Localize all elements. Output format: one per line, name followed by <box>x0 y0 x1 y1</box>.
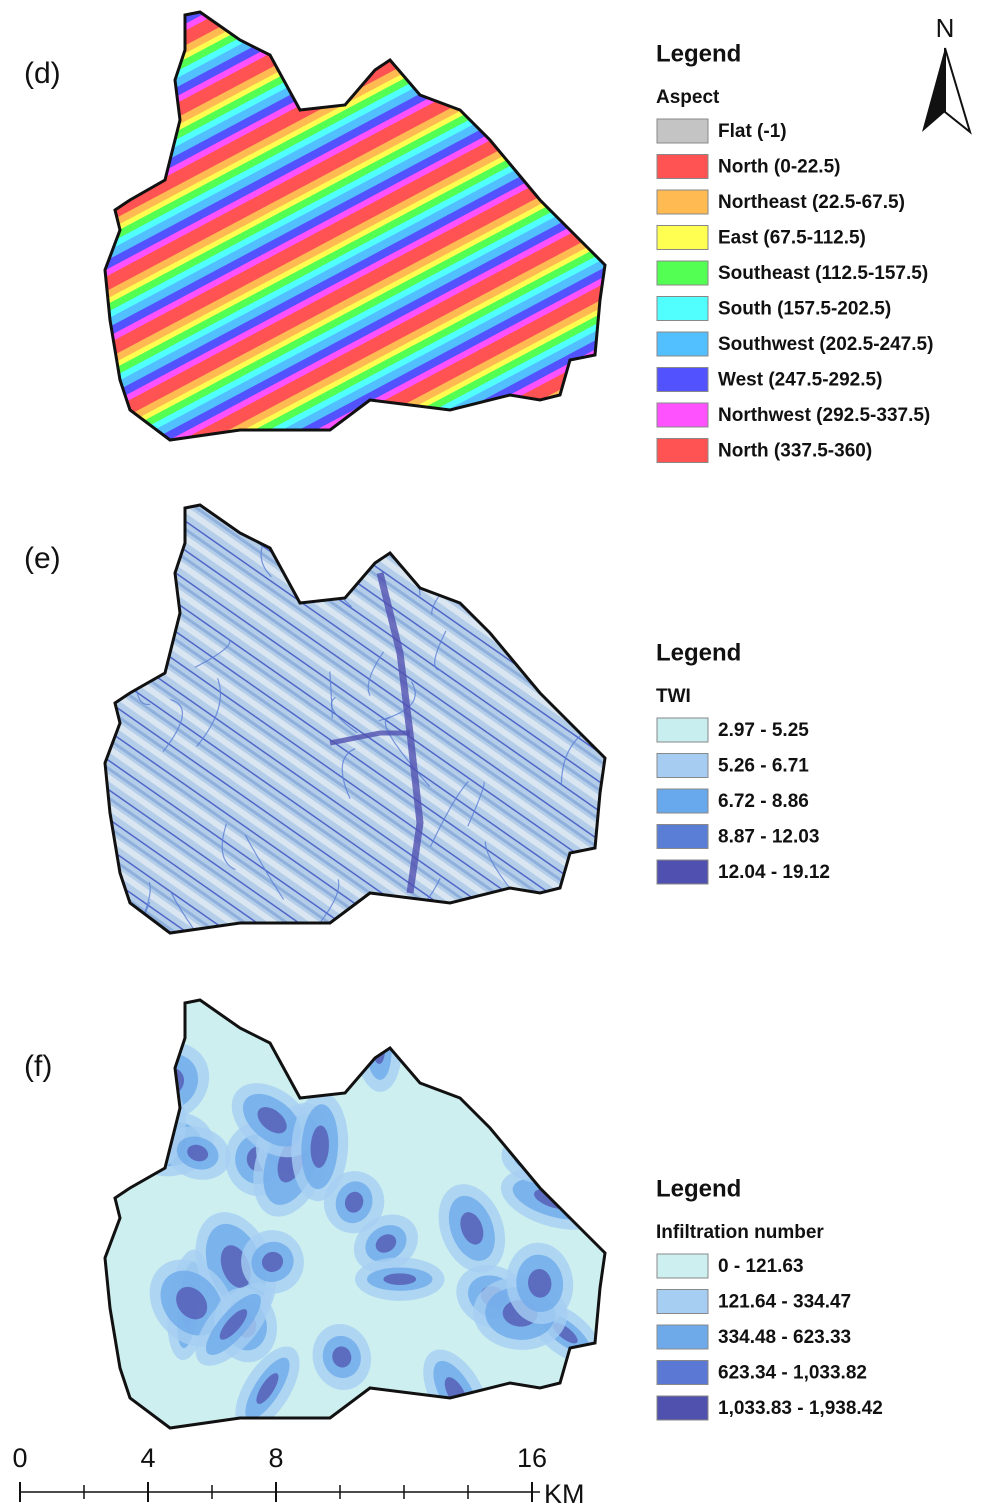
blob <box>417 990 494 1077</box>
legend-item: Northeast (22.5-67.5) <box>718 192 905 213</box>
scale-label: 4 <box>140 1443 155 1473</box>
blob <box>523 1079 541 1104</box>
blob <box>525 1150 552 1168</box>
stream <box>524 588 561 641</box>
legend-swatch <box>657 1290 708 1314</box>
north-arrow <box>922 48 970 132</box>
stream <box>504 897 516 960</box>
legend-title: Legend <box>656 1175 741 1202</box>
legend-item: North (0-22.5) <box>718 157 840 178</box>
legend-swatch <box>657 860 708 884</box>
map-panel <box>105 12 605 440</box>
legend-swatch <box>657 368 708 392</box>
stream <box>151 522 182 558</box>
blob <box>533 1039 594 1085</box>
legend-swatch <box>657 789 708 813</box>
legend-swatch <box>657 261 708 285</box>
legend-item: 2.97 - 5.25 <box>718 720 809 741</box>
legend-swatch <box>657 1396 708 1420</box>
legend-swatch <box>657 718 708 742</box>
blob <box>502 1056 563 1127</box>
legend-title: Legend <box>656 40 741 67</box>
stream <box>550 557 560 588</box>
stream <box>77 664 115 734</box>
stream <box>439 545 454 581</box>
blob <box>432 1005 479 1061</box>
legend-item: Flat (-1) <box>718 121 787 142</box>
panel-label: (e) <box>24 542 61 575</box>
legend-subtitle: Infiltration number <box>656 1222 824 1243</box>
legend-subtitle: Aspect <box>656 87 720 108</box>
map-fill <box>105 12 605 440</box>
blob <box>548 1051 579 1074</box>
legend-item: South (157.5-202.5) <box>718 299 891 320</box>
legend-item: 623.34 - 1,033.82 <box>718 1363 867 1384</box>
legend-title: Legend <box>656 639 741 666</box>
scale-label: 16 <box>517 1443 547 1473</box>
panel-label: (f) <box>24 1050 52 1083</box>
map-fill <box>105 505 605 933</box>
legend-swatch <box>657 226 708 250</box>
legend-swatch <box>657 155 708 179</box>
stream <box>330 545 349 591</box>
blob <box>444 1019 468 1047</box>
legend-swatch <box>657 439 708 463</box>
blob <box>383 1273 416 1285</box>
legend-item: 12.04 - 19.12 <box>718 862 830 883</box>
blob <box>514 1066 551 1117</box>
blob <box>145 1108 167 1142</box>
legend-swatch <box>657 1361 708 1385</box>
stream <box>547 624 576 682</box>
north-label: N <box>936 13 955 43</box>
legend-item: 334.48 - 623.33 <box>718 1327 851 1348</box>
legend-item: Southeast (112.5-157.5) <box>718 263 928 284</box>
stream <box>109 542 151 596</box>
legend-swatch <box>657 119 708 143</box>
legend-item: Northwest (292.5-337.5) <box>718 405 930 426</box>
stream <box>582 649 588 713</box>
stream <box>144 582 153 632</box>
legend-swatch <box>657 1254 708 1278</box>
legend-item: North (337.5-360) <box>718 441 872 462</box>
legend-item: West (247.5-292.5) <box>718 370 882 391</box>
stream <box>339 919 351 977</box>
scale-label: 0 <box>12 1443 27 1473</box>
stream <box>100 831 115 898</box>
map-panel <box>77 505 605 977</box>
legend-item: 121.64 - 334.47 <box>718 1292 851 1313</box>
legend-item: 6.72 - 8.86 <box>718 791 809 812</box>
map-panel <box>105 990 617 1449</box>
panel-label: (d) <box>24 57 61 90</box>
legend-item: Southwest (202.5-247.5) <box>718 334 933 355</box>
legend-swatch <box>657 297 708 321</box>
legend-item: 1,033.83 - 1,938.42 <box>718 1398 883 1419</box>
legend-swatch <box>657 403 708 427</box>
legend-swatch <box>657 825 708 849</box>
legend-item: 5.26 - 6.71 <box>718 756 809 777</box>
figure: N (d) Legend Aspect Flat (-1) North (0-22.5)… <box>0 0 989 1512</box>
legend-swatch <box>657 754 708 778</box>
legend-swatch <box>657 1325 708 1349</box>
legend-item: 8.87 - 12.03 <box>718 827 819 848</box>
scale-label: 8 <box>268 1443 283 1473</box>
legend-item: East (67.5-112.5) <box>718 228 866 249</box>
legend-swatch <box>657 332 708 356</box>
legend-swatch <box>657 190 708 214</box>
scale-unit: KM <box>544 1479 585 1509</box>
stream <box>318 535 357 579</box>
legend-subtitle: TWI <box>656 686 691 707</box>
blob <box>518 1025 610 1099</box>
legend-item: 0 - 121.63 <box>718 1256 804 1277</box>
